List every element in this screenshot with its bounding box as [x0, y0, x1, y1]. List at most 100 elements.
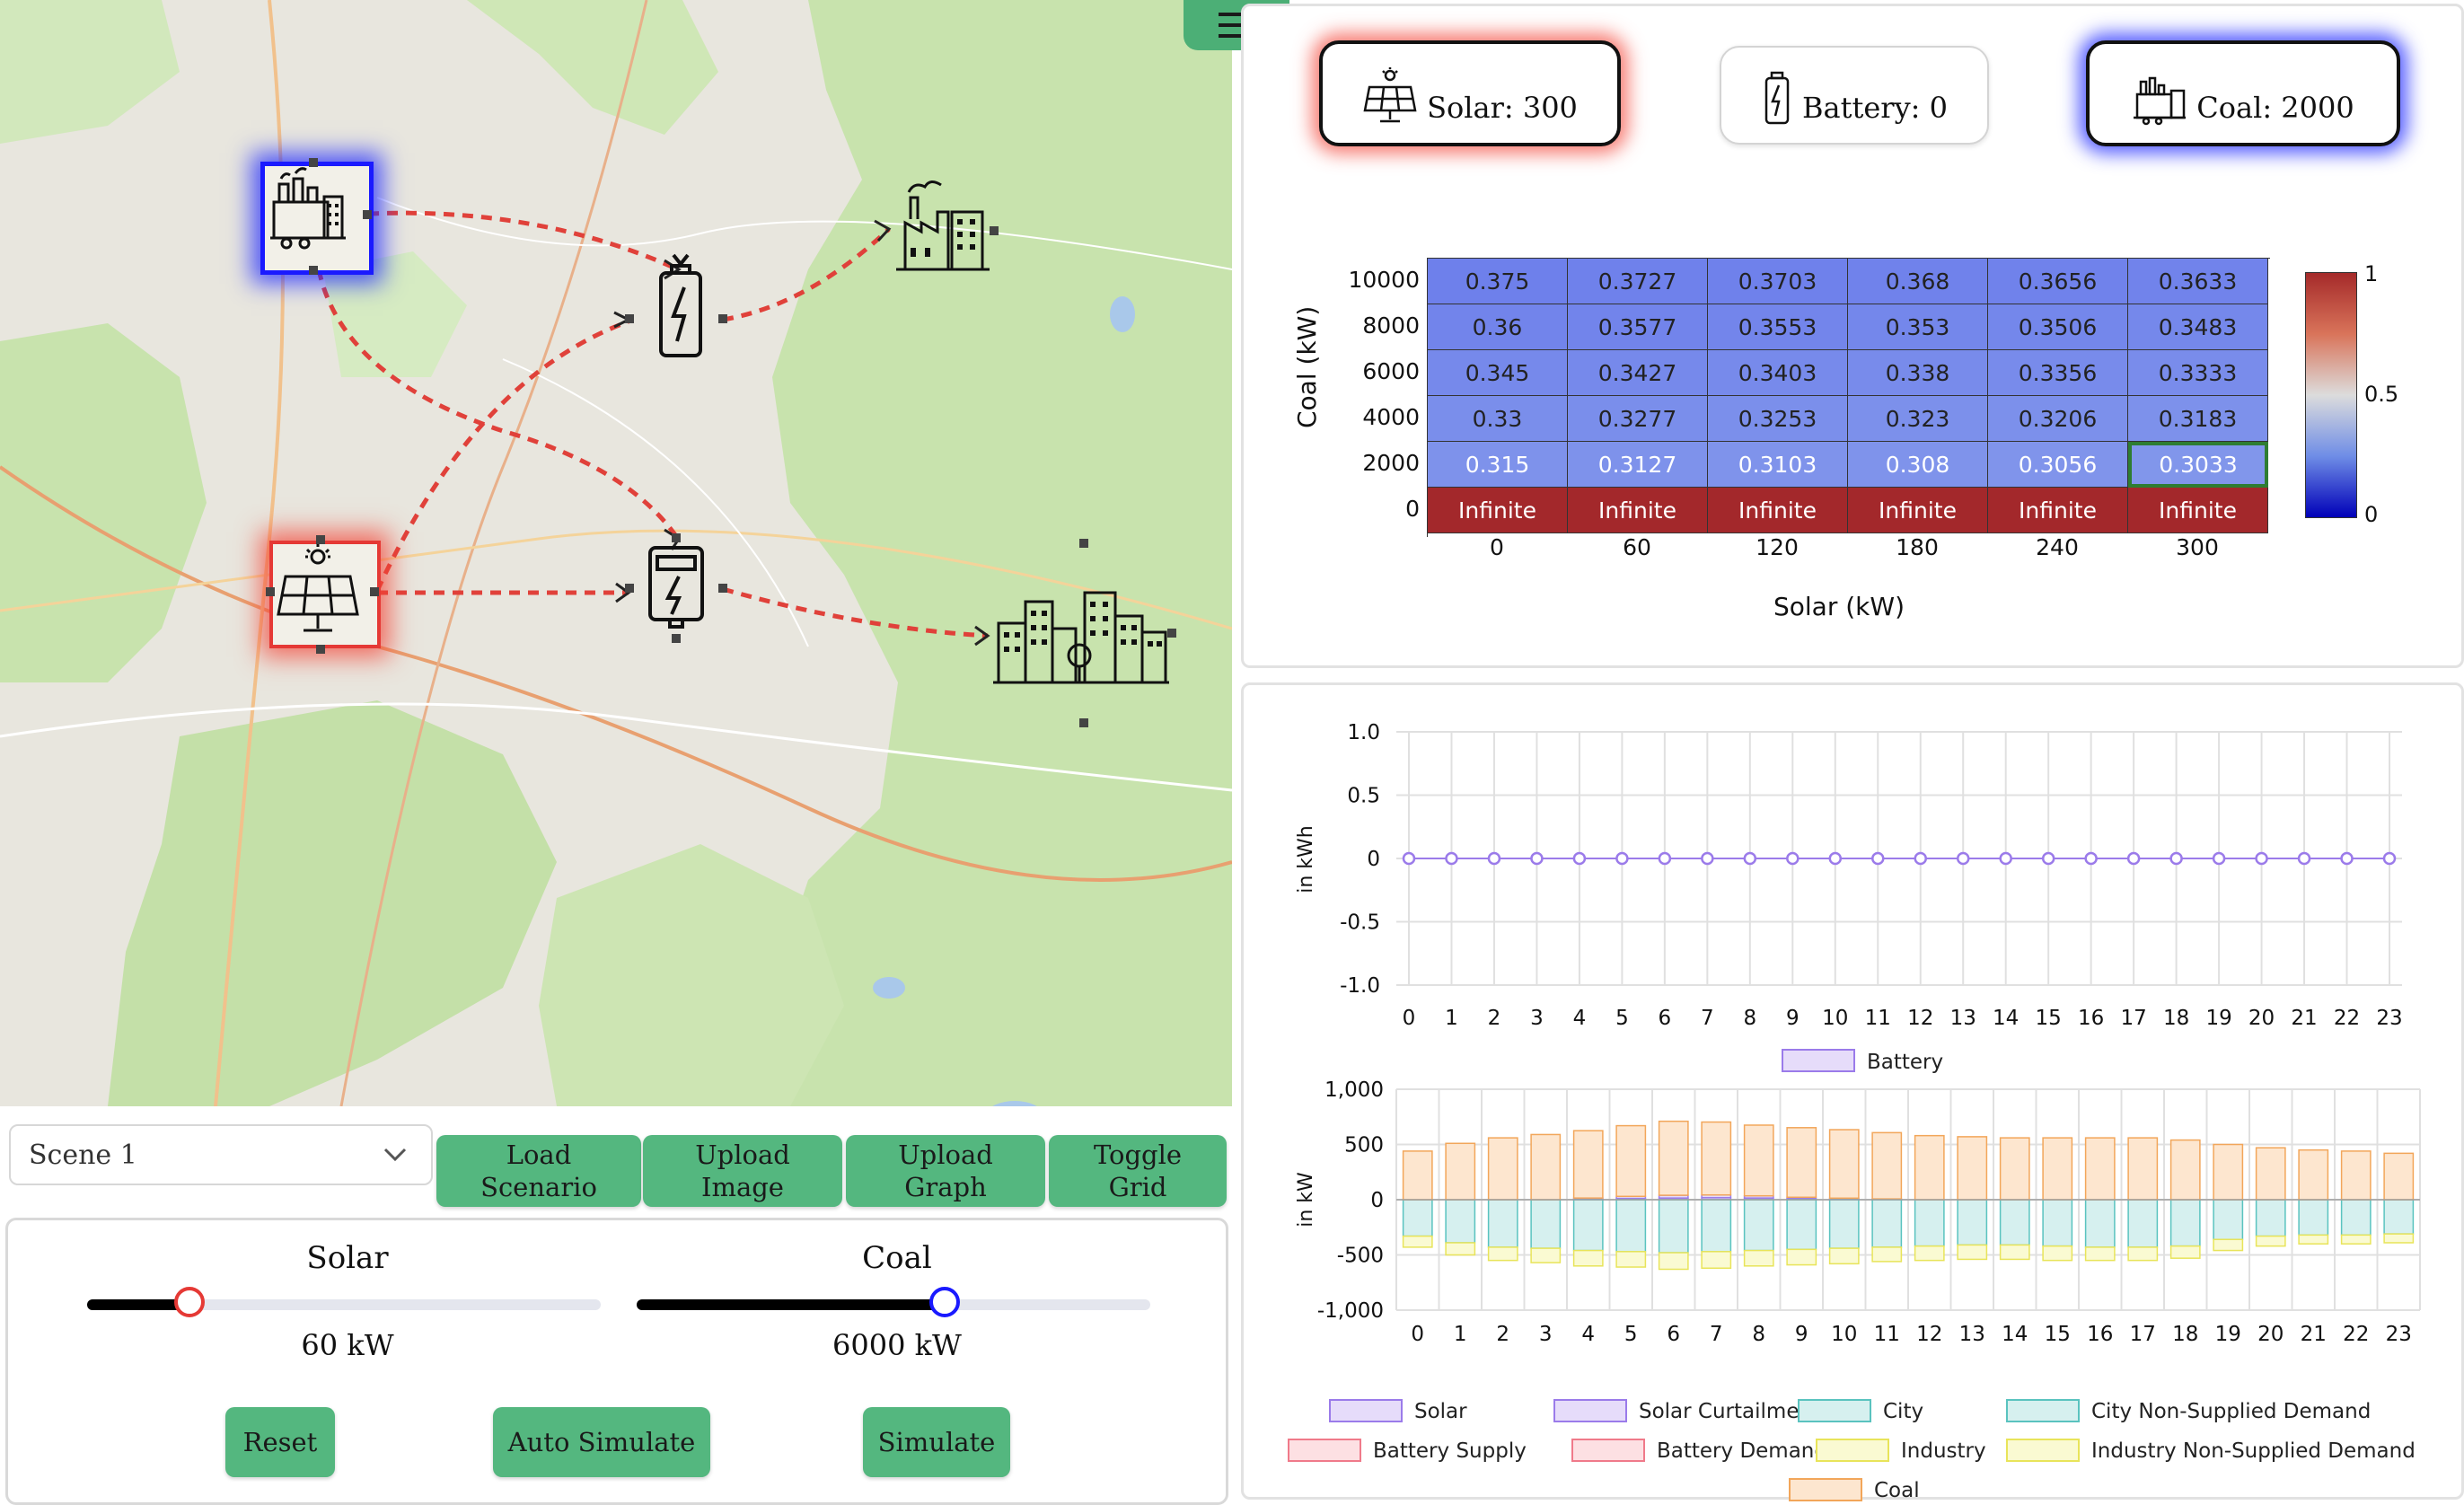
coal-slider-thumb[interactable] [929, 1287, 961, 1317]
y-tick-label: 500 [1344, 1134, 1384, 1157]
node-handle[interactable] [672, 634, 681, 643]
node-handle[interactable] [316, 535, 325, 544]
node-handle[interactable] [309, 266, 318, 275]
city-node[interactable] [991, 584, 1171, 686]
bar-segment [2169, 1245, 2201, 1259]
node-handle[interactable] [370, 587, 379, 596]
heatmap-cell: 0.345 [1428, 350, 1568, 396]
heatmap-cell: 0.3553 [1708, 304, 1848, 350]
data-point [1871, 851, 1885, 866]
node-handle[interactable] [309, 158, 318, 167]
coal-plant-node[interactable] [260, 162, 374, 275]
battery-card[interactable]: Battery: 0 [1720, 46, 1989, 145]
node-handle[interactable] [266, 587, 275, 596]
x-tick-label: 20 [2248, 1007, 2275, 1030]
upload-graph-button[interactable]: Upload Graph [846, 1135, 1045, 1207]
battery-icon [1764, 71, 1790, 125]
bar-segment [2213, 1238, 2244, 1252]
city-icon [993, 591, 1169, 684]
solar-slider-value: 60 kW [301, 1328, 394, 1362]
x-tick-label: 9 [1786, 1007, 1800, 1030]
legend-label: Solar [1414, 1400, 1467, 1423]
x-tick-label: 8 [1744, 1007, 1757, 1030]
x-tick-label: 18 [2163, 1007, 2189, 1030]
solar-slider-label: Solar [306, 1240, 389, 1276]
solar-slider[interactable] [87, 1287, 601, 1317]
node-handle[interactable] [625, 584, 634, 593]
bar-segment [1828, 1247, 1860, 1265]
node-handle[interactable] [1079, 718, 1088, 727]
upload-image-button[interactable]: Upload Image [643, 1135, 842, 1207]
battery-icon [659, 253, 702, 357]
bar-segment [1701, 1199, 1732, 1253]
charts-panel: 0 1 2 3 4 5 6 7 8 9 10 11 12 13 14 15 16 17 18 19 20 21 22 23 1.… [1241, 682, 2464, 1502]
coal-plant-icon [270, 167, 346, 250]
node-handle[interactable] [625, 314, 634, 323]
results-panel: Solar: 300 Battery: 0 Coal: 2000 0.375 0.… [1241, 4, 2464, 668]
bar-segment [1402, 1199, 1433, 1237]
legend-swatch [1288, 1439, 1361, 1462]
node-handle[interactable] [990, 226, 999, 235]
bar-segment [2298, 1234, 2329, 1245]
coal-slider[interactable] [637, 1287, 1150, 1317]
bar-segment [2169, 1139, 2201, 1201]
node-handle[interactable] [1079, 539, 1088, 548]
node-handle[interactable] [718, 314, 727, 323]
x-tick-label: 17 [2130, 1323, 2156, 1346]
legend-swatch [2006, 1399, 2080, 1422]
bar-segment [1402, 1235, 1433, 1248]
node-handle[interactable] [363, 210, 372, 219]
load-scenario-button[interactable]: Load Scenario [436, 1135, 641, 1207]
data-point [1445, 851, 1458, 866]
x-tick-label: 4 [1573, 1007, 1587, 1030]
solar-card[interactable]: Solar: 300 [1319, 40, 1621, 146]
heatmap-cell: 0.36 [1428, 304, 1568, 350]
heatmap-cell: 0.338 [1848, 350, 1988, 396]
legend-label: City Non-Supplied Demand [2091, 1400, 2371, 1423]
node-handle[interactable] [672, 533, 681, 542]
industry-node[interactable] [889, 176, 1006, 278]
legend-label: Battery Demand [1657, 1439, 1827, 1463]
data-point [1914, 851, 1927, 866]
coal-card[interactable]: Coal: 2000 [2086, 40, 2400, 146]
data-point [2382, 851, 2397, 866]
industry-icon [896, 180, 990, 271]
bar-segment [2298, 1199, 2329, 1237]
solar-node[interactable] [269, 541, 381, 648]
node-handle[interactable] [316, 645, 325, 654]
bar-segment [1743, 1249, 1774, 1267]
coal-slider-value: 6000 kW [832, 1328, 962, 1362]
node-handle[interactable] [718, 584, 727, 593]
solar-slider-fill [87, 1299, 190, 1310]
legend-swatch [1816, 1439, 1889, 1462]
heatmap-cell: Infinite [1568, 488, 1708, 533]
heatmap-x-label: Solar (kW) [1773, 592, 1905, 621]
bar-segment [2383, 1152, 2415, 1201]
x-tick-label: 12 [1916, 1323, 1942, 1346]
colorbar-mid-label: 0.5 [2364, 382, 2399, 407]
bar-segment [2042, 1245, 2073, 1262]
reset-button[interactable]: Reset [225, 1407, 335, 1477]
x-tick-label: 13 [1950, 1007, 1976, 1030]
toggle-grid-button[interactable]: Toggle Grid [1049, 1135, 1227, 1207]
heatmap-cell: 0.3183 [2128, 396, 2268, 442]
y-tick-label: -1.0 [1340, 974, 1380, 998]
scene-select[interactable]: Scene 1 [9, 1124, 433, 1185]
legend-swatch [2006, 1439, 2080, 1462]
x-tick-label: 20 [2257, 1323, 2284, 1346]
x-tick-label: 3 [1530, 1007, 1544, 1030]
y-tick-label: 1,000 [1324, 1080, 1384, 1102]
solar-slider-thumb[interactable] [174, 1287, 206, 1317]
data-point [1743, 851, 1757, 866]
y-tick-label: -0.5 [1340, 911, 1380, 935]
solar-panel-icon [277, 544, 359, 632]
battery-node[interactable] [648, 251, 713, 368]
node-handle[interactable] [1167, 629, 1176, 638]
bar-segment [1572, 1130, 1604, 1199]
simulate-button[interactable]: Simulate [863, 1407, 1010, 1477]
bar-segment [1402, 1150, 1433, 1201]
auto-simulate-button[interactable]: Auto Simulate [493, 1407, 710, 1477]
heatmap-cell: 0.3403 [1708, 350, 1848, 396]
map-view[interactable] [0, 0, 1232, 1106]
meter-node[interactable] [643, 542, 709, 632]
